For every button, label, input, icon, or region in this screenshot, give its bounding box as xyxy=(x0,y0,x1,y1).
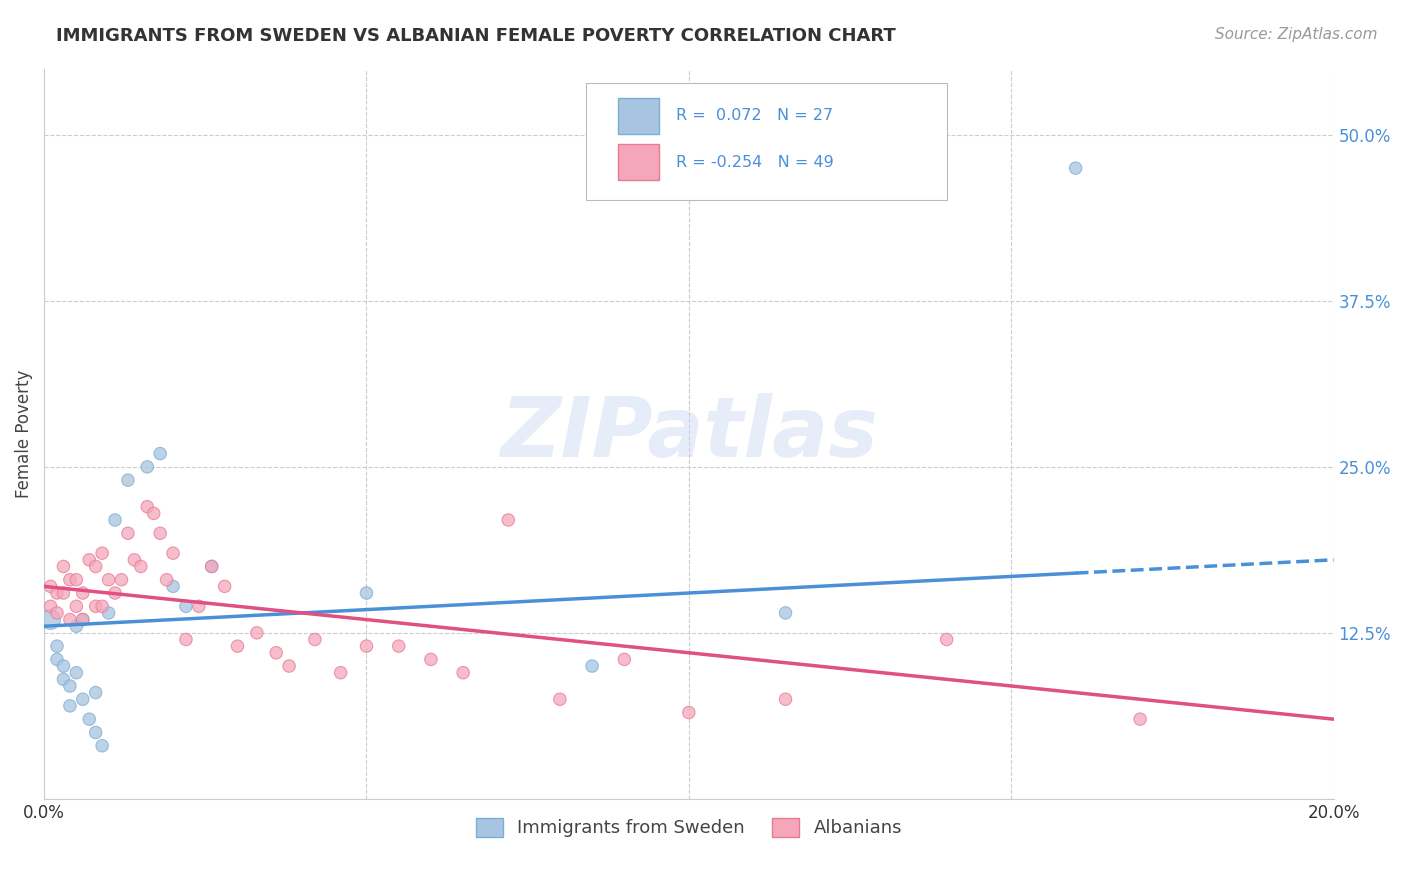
Point xyxy=(52,559,75,574)
Point xyxy=(226,639,249,653)
Point xyxy=(52,586,75,600)
Point xyxy=(77,712,100,726)
Point xyxy=(278,659,301,673)
Point xyxy=(162,546,184,560)
Point xyxy=(149,526,172,541)
Point xyxy=(97,573,120,587)
Point xyxy=(329,665,352,680)
Point xyxy=(264,646,287,660)
Point xyxy=(97,606,120,620)
Bar xyxy=(617,98,659,135)
Text: Source: ZipAtlas.com: Source: ZipAtlas.com xyxy=(1215,27,1378,42)
Point xyxy=(201,559,224,574)
Point xyxy=(149,447,172,461)
Point xyxy=(142,507,165,521)
Point xyxy=(59,698,82,713)
Y-axis label: Female Poverty: Female Poverty xyxy=(15,369,32,498)
Point xyxy=(419,652,441,666)
Point xyxy=(388,639,411,653)
Point xyxy=(59,573,82,587)
Point xyxy=(39,579,62,593)
Point xyxy=(72,613,94,627)
Point xyxy=(214,579,236,593)
Point xyxy=(91,599,114,614)
Point xyxy=(246,625,269,640)
Point xyxy=(91,739,114,753)
Text: R = -0.254   N = 49: R = -0.254 N = 49 xyxy=(676,154,834,169)
Point xyxy=(104,586,127,600)
Point xyxy=(162,579,184,593)
Point xyxy=(155,573,177,587)
Point xyxy=(46,639,69,653)
Point xyxy=(201,559,224,574)
Point xyxy=(498,513,520,527)
Point xyxy=(46,586,69,600)
Point xyxy=(52,659,75,673)
Point xyxy=(581,659,603,673)
Point xyxy=(136,500,159,514)
Point xyxy=(187,599,209,614)
Point xyxy=(72,586,94,600)
Point xyxy=(84,559,107,574)
Text: R =  0.072   N = 27: R = 0.072 N = 27 xyxy=(676,109,832,123)
Point xyxy=(548,692,571,706)
Point xyxy=(46,606,69,620)
Point xyxy=(59,613,82,627)
Point xyxy=(65,573,87,587)
Point xyxy=(356,586,378,600)
Point xyxy=(935,632,957,647)
Text: IMMIGRANTS FROM SWEDEN VS ALBANIAN FEMALE POVERTY CORRELATION CHART: IMMIGRANTS FROM SWEDEN VS ALBANIAN FEMAL… xyxy=(56,27,896,45)
Point xyxy=(65,599,87,614)
Point xyxy=(174,599,197,614)
Point xyxy=(52,673,75,687)
Point xyxy=(117,473,139,487)
Point xyxy=(110,573,132,587)
Point xyxy=(117,526,139,541)
Point xyxy=(174,632,197,647)
Point xyxy=(129,559,152,574)
Point xyxy=(678,706,700,720)
Point xyxy=(356,639,378,653)
Point xyxy=(39,613,62,627)
Point xyxy=(91,546,114,560)
FancyBboxPatch shape xyxy=(586,83,946,200)
Point xyxy=(613,652,636,666)
Point xyxy=(59,679,82,693)
Point xyxy=(65,619,87,633)
Point xyxy=(84,599,107,614)
Point xyxy=(104,513,127,527)
Point xyxy=(39,599,62,614)
Point xyxy=(84,725,107,739)
Text: ZIPatlas: ZIPatlas xyxy=(501,393,877,475)
Point xyxy=(124,553,146,567)
Point xyxy=(451,665,474,680)
Point xyxy=(775,692,797,706)
Point xyxy=(77,553,100,567)
Point xyxy=(72,613,94,627)
Bar xyxy=(617,144,659,180)
Point xyxy=(84,685,107,699)
Point xyxy=(46,652,69,666)
Point xyxy=(65,665,87,680)
Point xyxy=(1064,161,1087,175)
Legend: Immigrants from Sweden, Albanians: Immigrants from Sweden, Albanians xyxy=(468,811,910,845)
Point xyxy=(136,459,159,474)
Point xyxy=(775,606,797,620)
Point xyxy=(72,692,94,706)
Point xyxy=(304,632,326,647)
Point xyxy=(1129,712,1152,726)
